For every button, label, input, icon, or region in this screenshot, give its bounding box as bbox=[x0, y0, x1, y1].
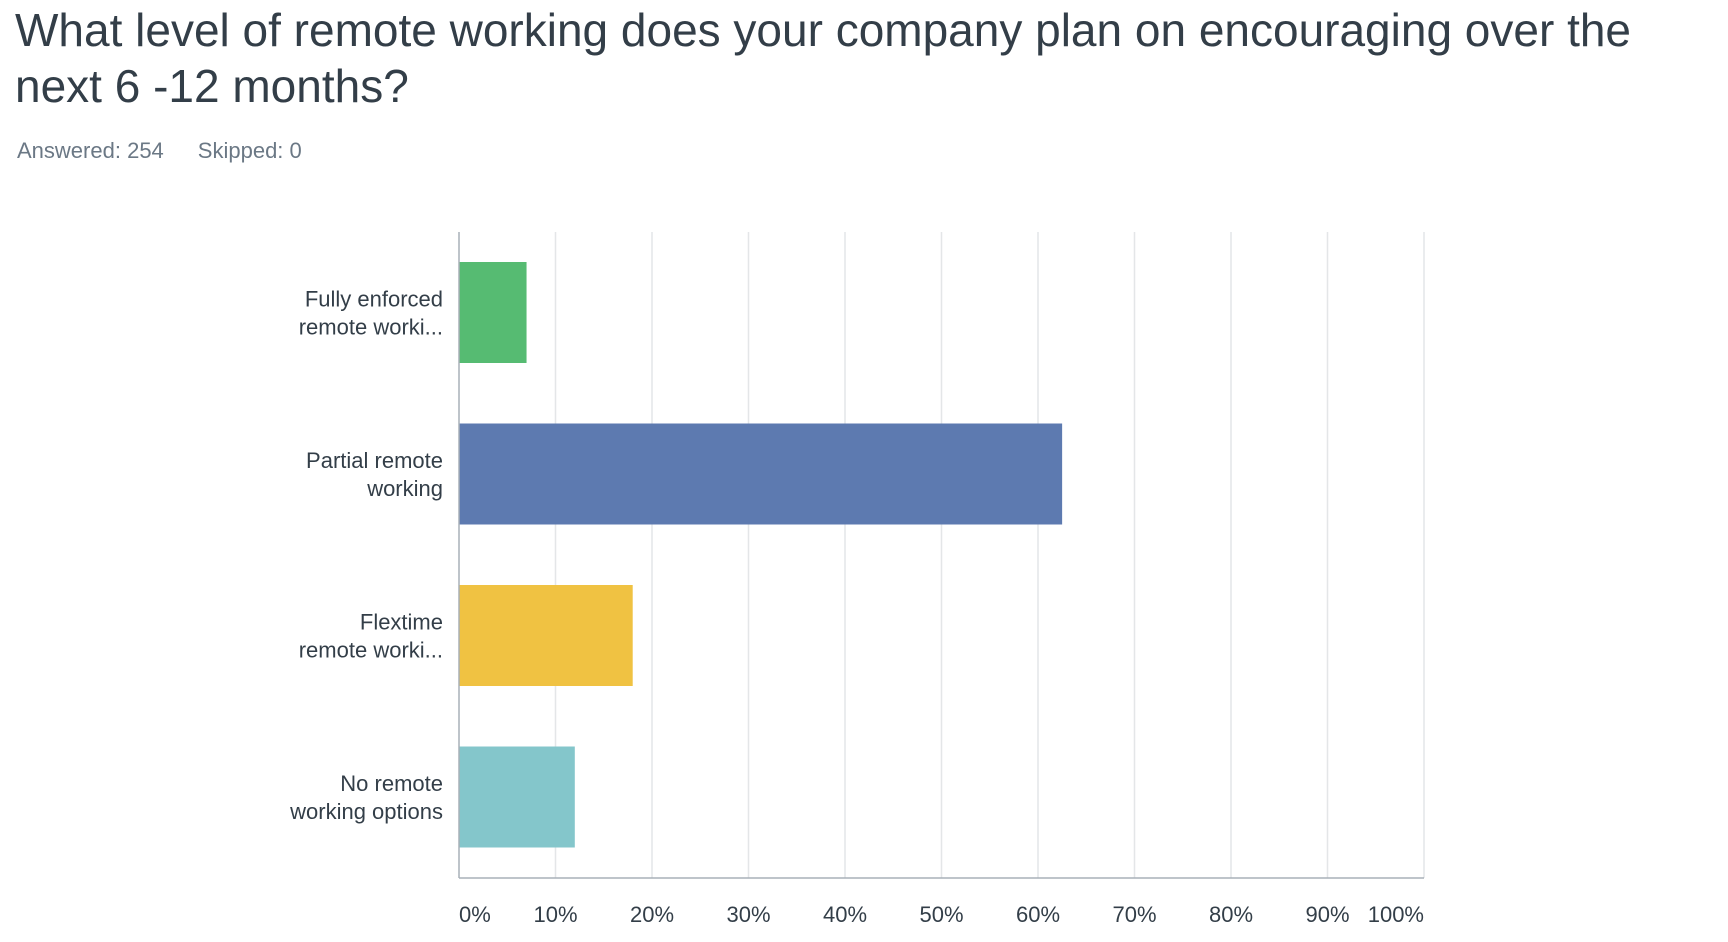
bar-1 bbox=[459, 423, 1063, 525]
skipped-count: 0 bbox=[289, 138, 302, 163]
category-label-1-line-0: Partial remote bbox=[306, 448, 443, 473]
x-tick-label-20: 20% bbox=[630, 902, 674, 927]
x-tick-label-70: 70% bbox=[1112, 902, 1156, 927]
x-tick-label-100: 100% bbox=[1368, 902, 1424, 927]
answered-stat: Answered: 254 bbox=[17, 138, 164, 163]
x-tick-label-90: 90% bbox=[1305, 902, 1349, 927]
bar-2 bbox=[459, 585, 633, 686]
answered-count: 254 bbox=[127, 138, 164, 163]
x-tick-label-30: 30% bbox=[726, 902, 770, 927]
skipped-label: Skipped: bbox=[197, 138, 284, 163]
x-tick-label-60: 60% bbox=[1016, 902, 1060, 927]
chart-axes bbox=[458, 232, 1424, 879]
x-tick-label-0: 0% bbox=[459, 902, 491, 927]
x-tick-label-50: 50% bbox=[919, 902, 963, 927]
response-stats: Answered: 254 Skipped: 0 bbox=[17, 138, 336, 164]
question-title: What level of remote working does your c… bbox=[15, 4, 1632, 112]
x-tick-label-80: 80% bbox=[1209, 902, 1253, 927]
bar-3 bbox=[459, 746, 575, 848]
bar-0 bbox=[459, 262, 527, 363]
x-tick-label-40: 40% bbox=[823, 902, 867, 927]
chart-gridlines bbox=[554, 232, 1425, 878]
category-label-3-line-1: working options bbox=[289, 799, 443, 824]
skipped-stat: Skipped: 0 bbox=[198, 138, 302, 163]
chart-bars bbox=[459, 262, 1063, 848]
x-tick-label-10: 10% bbox=[533, 902, 577, 927]
category-labels: Fully enforced remote worki... Partial rem… bbox=[289, 287, 443, 825]
x-tick-labels: 0% 10% 20% 30% 40% 50% 60% 70% 80% 90% 100% bbox=[459, 902, 1424, 927]
category-label-2-line-0: Flextime bbox=[360, 610, 443, 635]
category-label-2-line-1: remote worki... bbox=[299, 638, 443, 663]
answered-label: Answered: bbox=[17, 138, 121, 163]
category-label-0-line-1: remote worki... bbox=[299, 315, 443, 340]
category-label-3-line-0: No remote bbox=[340, 771, 443, 796]
category-label-1-line-1: working bbox=[366, 476, 443, 501]
category-label-0-line-0: Fully enforced bbox=[305, 287, 443, 312]
